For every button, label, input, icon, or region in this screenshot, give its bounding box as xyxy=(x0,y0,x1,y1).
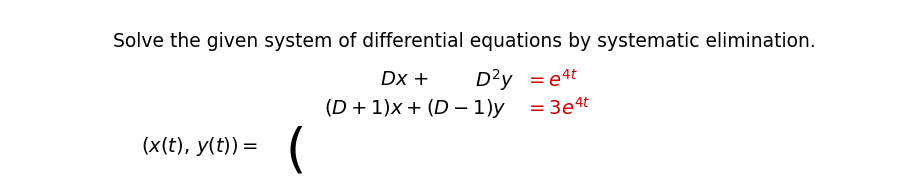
Text: $(D + 1)x + (D - 1)y$: $(D + 1)x + (D - 1)y$ xyxy=(325,97,507,120)
Text: $= 3e^{4t}$: $= 3e^{4t}$ xyxy=(524,97,590,119)
Text: $Dx$ +: $Dx$ + xyxy=(381,70,430,89)
Text: Solve the given system of differential equations by systematic elimination.: Solve the given system of differential e… xyxy=(113,32,816,51)
Text: (: ( xyxy=(286,125,306,177)
Text: $D^2y$: $D^2y$ xyxy=(475,67,514,93)
Text: $(x(t),\, y(t)) =$: $(x(t),\, y(t)) =$ xyxy=(141,135,258,158)
Text: $= e^{4t}$: $= e^{4t}$ xyxy=(524,69,578,91)
